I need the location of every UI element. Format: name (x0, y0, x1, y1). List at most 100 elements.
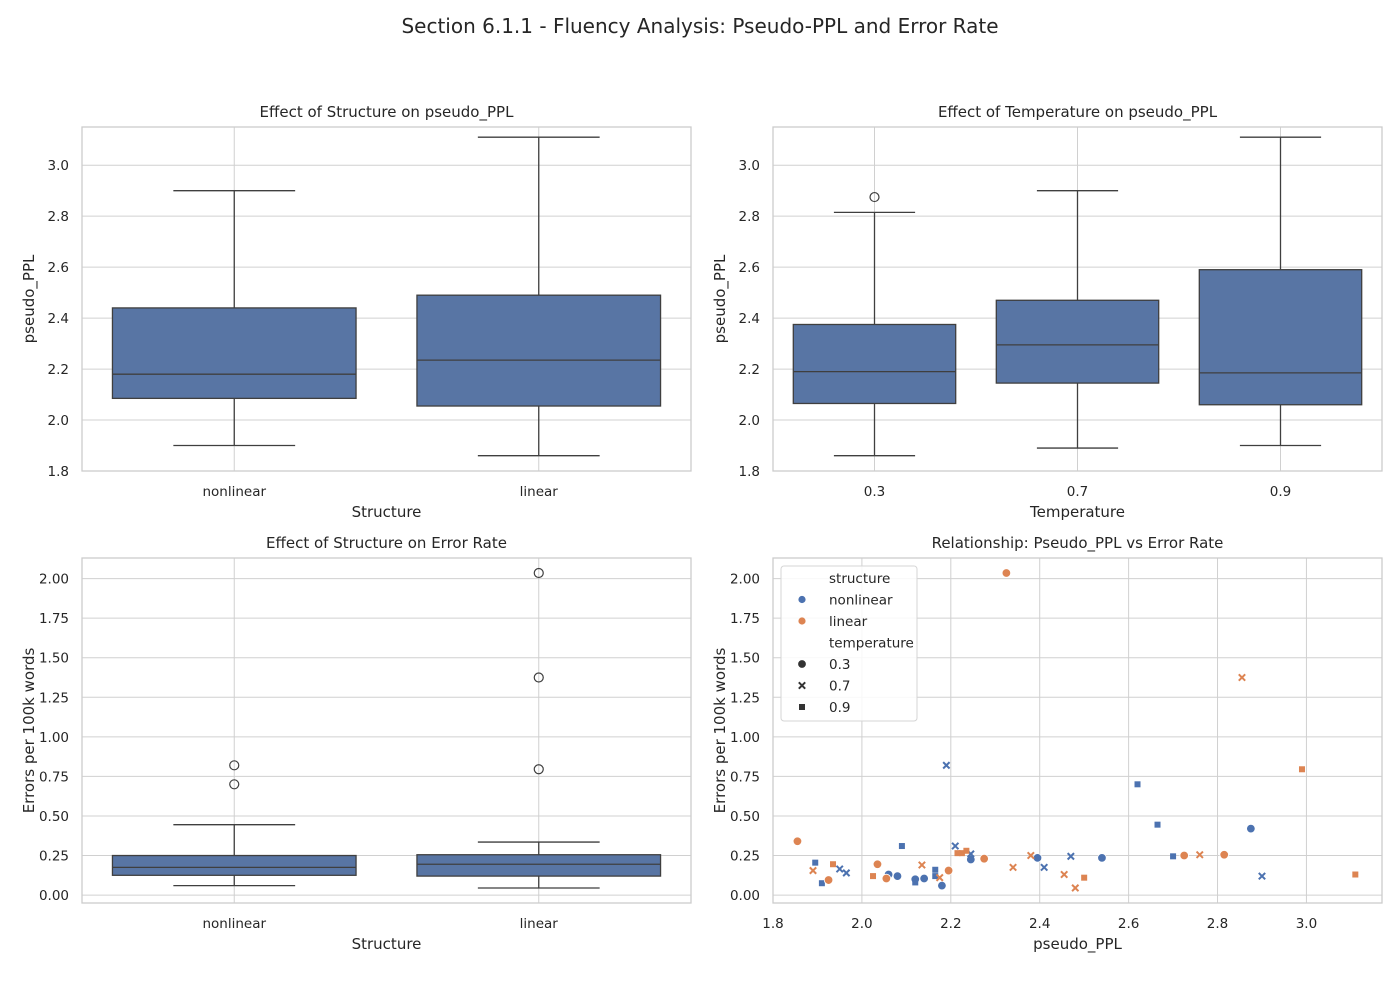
y-tick-label: 0.00 (39, 888, 69, 904)
data-point (1097, 853, 1107, 863)
legend-marker-0.9 (799, 704, 805, 710)
x-tick-label: 2.4 (1029, 916, 1050, 932)
data-point (932, 873, 939, 880)
x-tick-label: 0.9 (1270, 484, 1291, 500)
data-point (1009, 863, 1017, 872)
x-tick-label: 0.7 (1067, 484, 1088, 500)
data-point (1060, 870, 1069, 879)
y-tick-label: 1.75 (39, 611, 69, 627)
y-tick-label: 0.25 (39, 849, 69, 865)
data-point (932, 866, 939, 873)
data-point (943, 865, 954, 876)
data-point (818, 880, 825, 887)
outlier-point (533, 764, 544, 775)
x-tick-label: 3.0 (1296, 916, 1317, 932)
legend-marker-0.3 (797, 659, 807, 669)
data-point (958, 850, 965, 857)
x-axis-label: Structure (352, 503, 422, 521)
box-nonlinear (111, 760, 357, 887)
iqr-box (416, 294, 662, 407)
legend-entry-0.7: 0.7 (829, 679, 850, 695)
axes-frame (772, 557, 1383, 904)
y-tick-label: 0.75 (39, 769, 69, 785)
data-point (792, 836, 803, 846)
iqr-box (995, 299, 1160, 384)
y-tick-label: 0.50 (39, 809, 69, 825)
legend-entry-linear: linear (829, 614, 868, 630)
data-point (1154, 821, 1161, 828)
x-tick-label: 2.6 (1118, 916, 1139, 932)
outlier-point (533, 672, 544, 683)
y-tick-label: 1.50 (39, 651, 69, 667)
legend-marker-linear (798, 617, 806, 625)
panel-title: Relationship: Pseudo_PPL vs Error Rate (932, 534, 1224, 553)
data-point (809, 866, 817, 875)
x-tick-label: nonlinear (202, 916, 266, 932)
structure-ppl-boxplot: 1.8 2.0 2.2 2.4 2.6 2.8 3.0 nonlinear linear Effe… (20, 103, 692, 521)
temperature-ppl-boxplot: 1.8 2.0 2.2 2.4 2.6 2.8 3.0 0.3 0.7 0.9 Effect of … (711, 103, 1383, 521)
y-tick-label: 2.6 (48, 260, 69, 276)
data-point (1001, 568, 1012, 578)
y-tick-label: 1.75 (730, 611, 760, 627)
panel-title: Effect of Structure on Error Rate (266, 534, 507, 552)
structure-error-boxplot: 0.00 0.25 0.50 0.75 1.00 1.25 1.50 1.75 2.00 nonl… (20, 534, 692, 953)
outlier-point (229, 760, 240, 771)
data-point (823, 875, 834, 885)
data-point (835, 865, 844, 873)
data-point (830, 861, 837, 868)
y-tick-label: 1.50 (730, 651, 760, 667)
y-tick-label: 2.8 (739, 209, 760, 225)
data-point (898, 843, 905, 850)
data-point (1195, 850, 1204, 859)
y-tick-label: 2.00 (730, 572, 760, 588)
y-tick-label: 2.8 (48, 209, 69, 225)
y-tick-label: 2.00 (39, 572, 69, 588)
y-tick-label: 2.0 (739, 413, 760, 429)
x-tick-label: 1.8 (762, 916, 783, 932)
iqr-box (416, 854, 662, 877)
data-point (881, 873, 892, 884)
legend-hue-title: structure (829, 571, 890, 587)
panel-title: Effect of Temperature on pseudo_PPL (938, 103, 1218, 122)
data-point (842, 869, 851, 877)
data-point (951, 842, 960, 850)
y-tick-label: 1.00 (730, 730, 760, 746)
data-point (1134, 781, 1141, 788)
data-point (812, 859, 819, 866)
data-point (1238, 673, 1246, 682)
y-axis-label: Errors per 100k words (711, 648, 729, 814)
y-tick-label: 2.2 (48, 362, 69, 378)
box-linear (416, 136, 662, 457)
data-point (963, 847, 970, 854)
y-tick-label: 1.00 (39, 730, 69, 746)
x-tick-label: 2.0 (851, 916, 872, 932)
y-tick-label: 1.8 (48, 464, 69, 480)
x-tick-label: linear (520, 484, 559, 500)
y-tick-label: 1.25 (39, 690, 69, 706)
data-point (1179, 850, 1189, 861)
y-tick-label: 2.6 (739, 260, 760, 276)
axes-frame (81, 126, 692, 472)
y-axis-label: Errors per 100k words (20, 648, 38, 814)
data-point (1219, 850, 1229, 860)
y-tick-label: 0.00 (730, 888, 760, 904)
axes-frame (772, 126, 1383, 472)
y-tick-label: 3.0 (739, 158, 760, 174)
data-point (870, 873, 877, 880)
data-point (1258, 872, 1266, 881)
y-axis-label: pseudo_PPL (711, 254, 730, 343)
legend-style-title: temperature (829, 636, 914, 652)
panel-title: Effect of Structure on pseudo_PPL (260, 103, 515, 122)
data-point (892, 871, 903, 881)
legend-entry-0.3: 0.3 (829, 657, 850, 673)
box-0.9 (1198, 136, 1363, 447)
y-tick-label: 3.0 (48, 158, 69, 174)
x-axis-label: Structure (352, 935, 422, 953)
y-tick-label: 2.4 (739, 311, 760, 327)
data-point (1081, 874, 1088, 881)
legend-marker-nonlinear (798, 595, 806, 604)
data-point (1066, 852, 1075, 861)
data-point (1170, 853, 1177, 860)
data-point (918, 861, 926, 869)
